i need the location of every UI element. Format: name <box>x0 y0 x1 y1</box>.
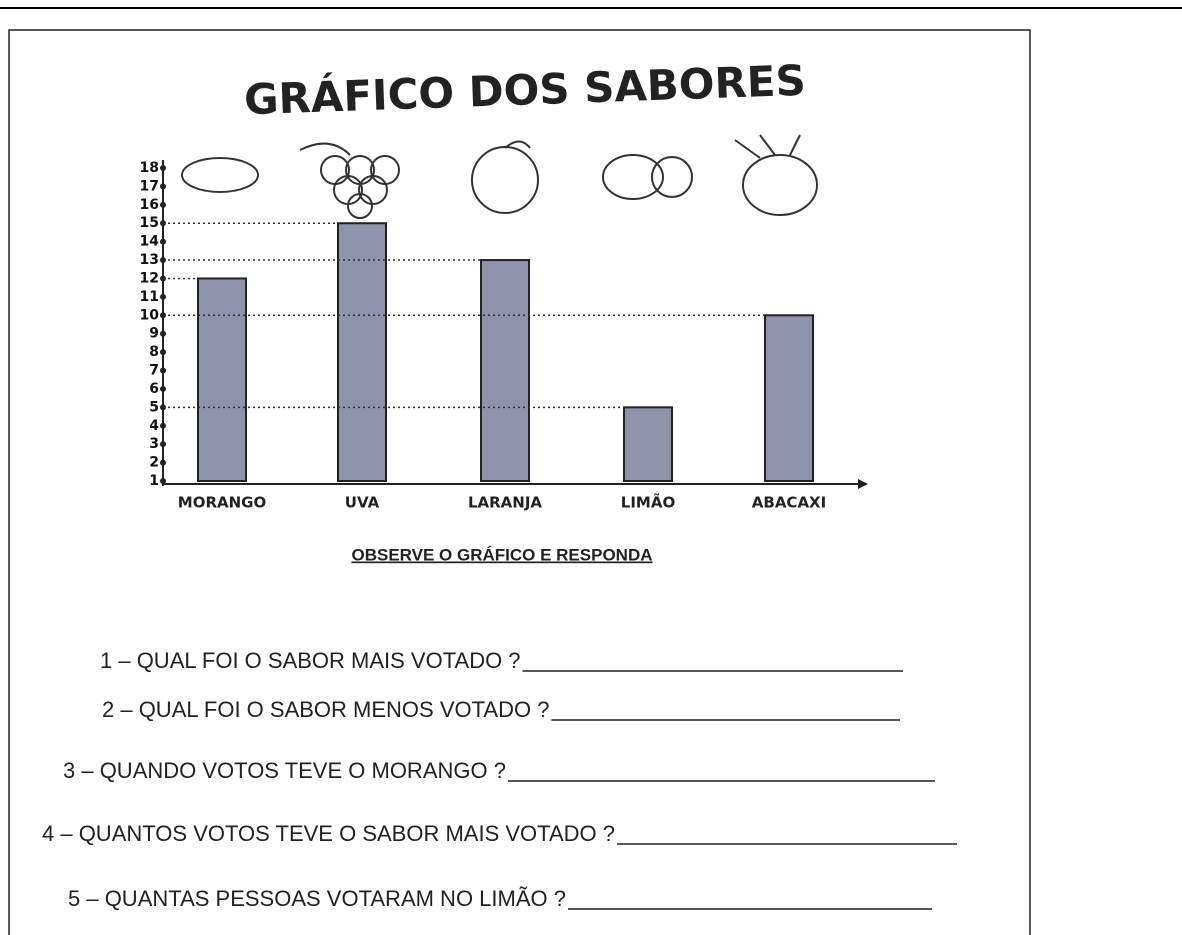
question: 1 – QUAL FOI O SABOR MAIS VOTADO ? <box>100 648 521 673</box>
bar <box>338 223 386 481</box>
bar <box>481 260 529 481</box>
y-tick-label: 2 <box>149 455 159 471</box>
bar <box>765 315 813 481</box>
y-tick-label: 13 <box>140 252 159 268</box>
x-tick-label: ABACAXI <box>752 494 826 512</box>
y-tick-label: 1 <box>149 473 159 489</box>
y-tick-label: 3 <box>149 436 159 452</box>
y-tick-label: 18 <box>140 160 159 176</box>
y-tick-label: 5 <box>149 399 159 415</box>
heading: OBSERVE O GRÁFICO E RESPONDA <box>351 545 652 564</box>
y-tick-mark <box>160 202 166 208</box>
y-tick-mark <box>160 423 166 429</box>
y-tick-mark <box>160 239 166 245</box>
x-tick-label: LARANJA <box>468 494 542 512</box>
y-tick-label: 12 <box>140 270 159 286</box>
y-tick-mark <box>160 165 166 171</box>
y-tick-mark <box>160 478 166 484</box>
y-tick-mark <box>160 460 166 466</box>
fruit-icons <box>182 135 817 218</box>
y-tick-label: 14 <box>140 234 160 250</box>
x-tick-label: MORANGO <box>178 494 266 512</box>
y-tick-label: 15 <box>140 215 159 231</box>
question: 2 – QUAL FOI O SABOR MENOS VOTADO ? <box>102 697 549 722</box>
worksheet: GRÁFICO DOS SABORES OBSERVE O GRÁFICO E … <box>0 0 1182 935</box>
y-tick-label: 7 <box>149 363 159 379</box>
y-tick-label: 8 <box>149 344 159 360</box>
x-tick-label: LIMÃO <box>621 493 675 512</box>
y-tick-mark <box>160 331 166 337</box>
y-tick-mark <box>160 183 166 189</box>
bar <box>198 278 246 481</box>
y-tick-mark <box>160 368 166 374</box>
question: 5 – QUANTAS PESSOAS VOTARAM NO LIMÃO ? <box>68 886 566 911</box>
y-tick-mark <box>160 386 166 392</box>
bar <box>624 407 672 481</box>
y-tick-label: 9 <box>149 326 159 342</box>
y-tick-label: 16 <box>140 197 159 213</box>
y-tick-mark <box>160 294 166 300</box>
y-tick-label: 11 <box>140 289 159 305</box>
y-tick-mark <box>160 441 166 447</box>
y-tick-mark <box>160 349 166 355</box>
y-tick-label: 6 <box>149 381 159 397</box>
y-tick-label: 4 <box>149 418 159 434</box>
chart-title: GRÁFICO DOS SABORES <box>243 55 806 125</box>
y-tick-label: 17 <box>140 178 159 194</box>
question: 4 – QUANTOS VOTOS TEVE O SABOR MAIS VOTA… <box>42 821 615 846</box>
x-tick-label: UVA <box>345 494 380 512</box>
question: 3 – QUANDO VOTOS TEVE O MORANGO ? <box>63 758 506 783</box>
x-axis-arrow <box>858 479 868 489</box>
y-tick-label: 10 <box>140 307 160 323</box>
